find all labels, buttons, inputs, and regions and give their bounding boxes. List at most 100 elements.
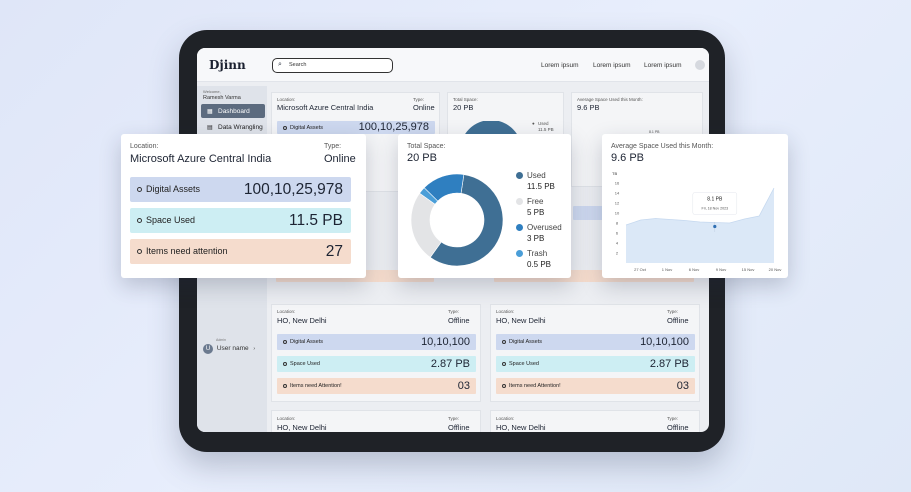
- sidebar-item-label: Data Wrangling: [218, 124, 263, 131]
- row-label: Digital Assets: [509, 339, 543, 345]
- space-used-row[interactable]: Space Used 2.87 PB: [496, 356, 695, 372]
- donut-slice-free[interactable]: [410, 192, 442, 258]
- y-axis-label: TB: [612, 171, 617, 176]
- donut-slice-used[interactable]: [429, 174, 504, 267]
- location-card-popup[interactable]: Location: Microsoft Azure Central India …: [121, 134, 366, 278]
- avg-space-label: Average Space Used this Month:: [577, 97, 643, 102]
- avg-space-value: 9.6 PB: [611, 152, 645, 164]
- row-label: Digital Assets: [146, 184, 201, 194]
- row-value: 03: [457, 380, 470, 392]
- location-name: Microsoft Azure Central India: [277, 103, 374, 112]
- row-label: Items need attention: [146, 246, 228, 256]
- attention-row[interactable]: Items need attention 27: [130, 239, 351, 264]
- digital-assets-row[interactable]: Digital Assets 100,10,25,978: [277, 121, 435, 134]
- user-caption: Admin: [216, 338, 226, 342]
- nav-link-2[interactable]: Lorem ipsum: [593, 62, 631, 69]
- avg-space-popup[interactable]: Average Space Used this Month: 9.6 PB TB…: [602, 134, 788, 278]
- sidebar-item-data-wrangling[interactable]: ▤ Data Wrangling: [201, 120, 265, 134]
- grid-icon: ▦: [207, 109, 213, 115]
- location-name: HO, New Delhi: [496, 316, 546, 325]
- top-bar: Djinn ⌕ Search Lorem ipsum Lorem ipsum L…: [197, 48, 709, 82]
- location-name: HO, New Delhi: [277, 423, 327, 432]
- legend-value: 11.5 PB: [527, 182, 555, 191]
- bullet-icon: [502, 362, 506, 366]
- legend-label: Free: [527, 197, 544, 206]
- search-placeholder: Search: [289, 62, 307, 68]
- legend-dot-icon: [516, 172, 523, 179]
- highlight-point[interactable]: [713, 224, 717, 229]
- legend-value: 3 PB: [527, 234, 545, 243]
- tooltip-value: 8.1 PB: [707, 197, 723, 203]
- row-label: Digital Assets: [290, 339, 324, 345]
- legend-dot-icon: [516, 250, 523, 257]
- bullet-icon: [283, 126, 287, 130]
- row-value: 03: [676, 380, 689, 392]
- row-label: Space Used: [509, 361, 539, 367]
- y-tick-label: 4: [616, 241, 619, 246]
- nav-link-1[interactable]: Lorem ipsum: [541, 62, 579, 69]
- y-tick-label: 16: [615, 181, 620, 186]
- total-space-value: 20 PB: [407, 152, 437, 164]
- bullet-icon: [137, 218, 142, 223]
- type-value: Offline: [448, 316, 470, 325]
- bullet-icon: [283, 362, 287, 366]
- area-chart[interactable]: TB 16 14 12 10 8 6 4 2 27 Oct 1 Nov 6 Nov 9 Nov 15 No…: [602, 168, 788, 274]
- digital-assets-row[interactable]: Digital Assets 10,10,100: [496, 334, 695, 350]
- donut-slice-overused[interactable]: [423, 173, 465, 202]
- app-logo[interactable]: Djinn: [209, 58, 246, 72]
- row-value: 2.87 PB: [430, 358, 470, 370]
- total-space-popup[interactable]: Total Space: 20 PB Used 11.5 PB Free 5 P…: [398, 134, 571, 278]
- nav-link-3[interactable]: Lorem ipsum: [644, 62, 682, 69]
- profile-avatar[interactable]: [695, 60, 705, 70]
- y-tick-label: 12: [615, 201, 620, 206]
- legend-used-value: 11.5 PB: [538, 127, 554, 132]
- bullet-icon: [502, 340, 506, 344]
- tooltip-date: Fri, 18 Nov 2023: [702, 207, 729, 211]
- legend-label: Trash: [527, 249, 548, 258]
- legend-dot-icon: [516, 198, 523, 205]
- location-card-delhi-3[interactable]: Location: HO, New Delhi Type: Offline: [271, 410, 481, 432]
- legend-label: Overused: [527, 223, 562, 232]
- chart-tooltip: 8.1 PB Fri, 18 Nov 2023: [692, 192, 738, 215]
- location-label: Location:: [277, 309, 296, 314]
- space-used-row[interactable]: Space Used 11.5 PB: [130, 208, 351, 233]
- location-name: HO, New Delhi: [277, 316, 327, 325]
- row-label: Items need Attention!: [290, 383, 342, 389]
- bullet-icon: [137, 249, 142, 254]
- avg-space-label: Average Space Used this Month:: [611, 143, 714, 150]
- total-space-label: Total Space:: [453, 97, 478, 102]
- legend-value: 5 PB: [527, 208, 545, 217]
- bullet-icon: [283, 384, 287, 388]
- location-card-delhi-1[interactable]: Location: HO, New Delhi Type: Offline Di…: [271, 304, 481, 402]
- type-value: Offline: [667, 423, 689, 432]
- row-value: 100,10,25,978: [243, 181, 343, 198]
- type-value: Offline: [448, 423, 470, 432]
- attention-row[interactable]: Items need Attention! 03: [496, 378, 695, 394]
- search-input[interactable]: ⌕ Search: [272, 58, 393, 73]
- row-value: 27: [325, 243, 343, 260]
- location-label: Location:: [277, 416, 296, 421]
- sidebar-user[interactable]: Admin U User name ›: [203, 338, 255, 354]
- row-value: 2.87 PB: [649, 358, 689, 370]
- donut-chart[interactable]: [405, 168, 509, 272]
- location-label: Location:: [277, 97, 296, 102]
- legend-dot-icon: [516, 224, 523, 231]
- avg-space-value: 9.6 PB: [577, 103, 600, 112]
- tooltip-value: 8.1 PB: [649, 130, 660, 134]
- digital-assets-row[interactable]: Digital Assets 100,10,25,978: [130, 177, 351, 202]
- database-icon: ▤: [207, 125, 213, 131]
- type-label: Type:: [667, 309, 679, 314]
- type-label: Type:: [413, 97, 425, 102]
- location-name: Microsoft Azure Central India: [130, 153, 272, 165]
- location-card-delhi-4[interactable]: Location: HO, New Delhi Type: Offline: [490, 410, 700, 432]
- legend-dot-icon: ●: [532, 121, 535, 126]
- welcome-user: Ramesh Varma: [203, 95, 241, 101]
- location-card-delhi-2[interactable]: Location: HO, New Delhi Type: Offline Di…: [490, 304, 700, 402]
- row-label: Space Used: [146, 215, 196, 225]
- digital-assets-row[interactable]: Digital Assets 10,10,100: [277, 334, 476, 350]
- space-used-row[interactable]: Space Used 2.87 PB: [277, 356, 476, 372]
- area-series: [626, 188, 774, 263]
- x-tick-label: 27 Oct: [634, 267, 647, 272]
- attention-row[interactable]: Items need Attention! 03: [277, 378, 476, 394]
- sidebar-item-dashboard[interactable]: ▦ Dashboard: [201, 104, 265, 118]
